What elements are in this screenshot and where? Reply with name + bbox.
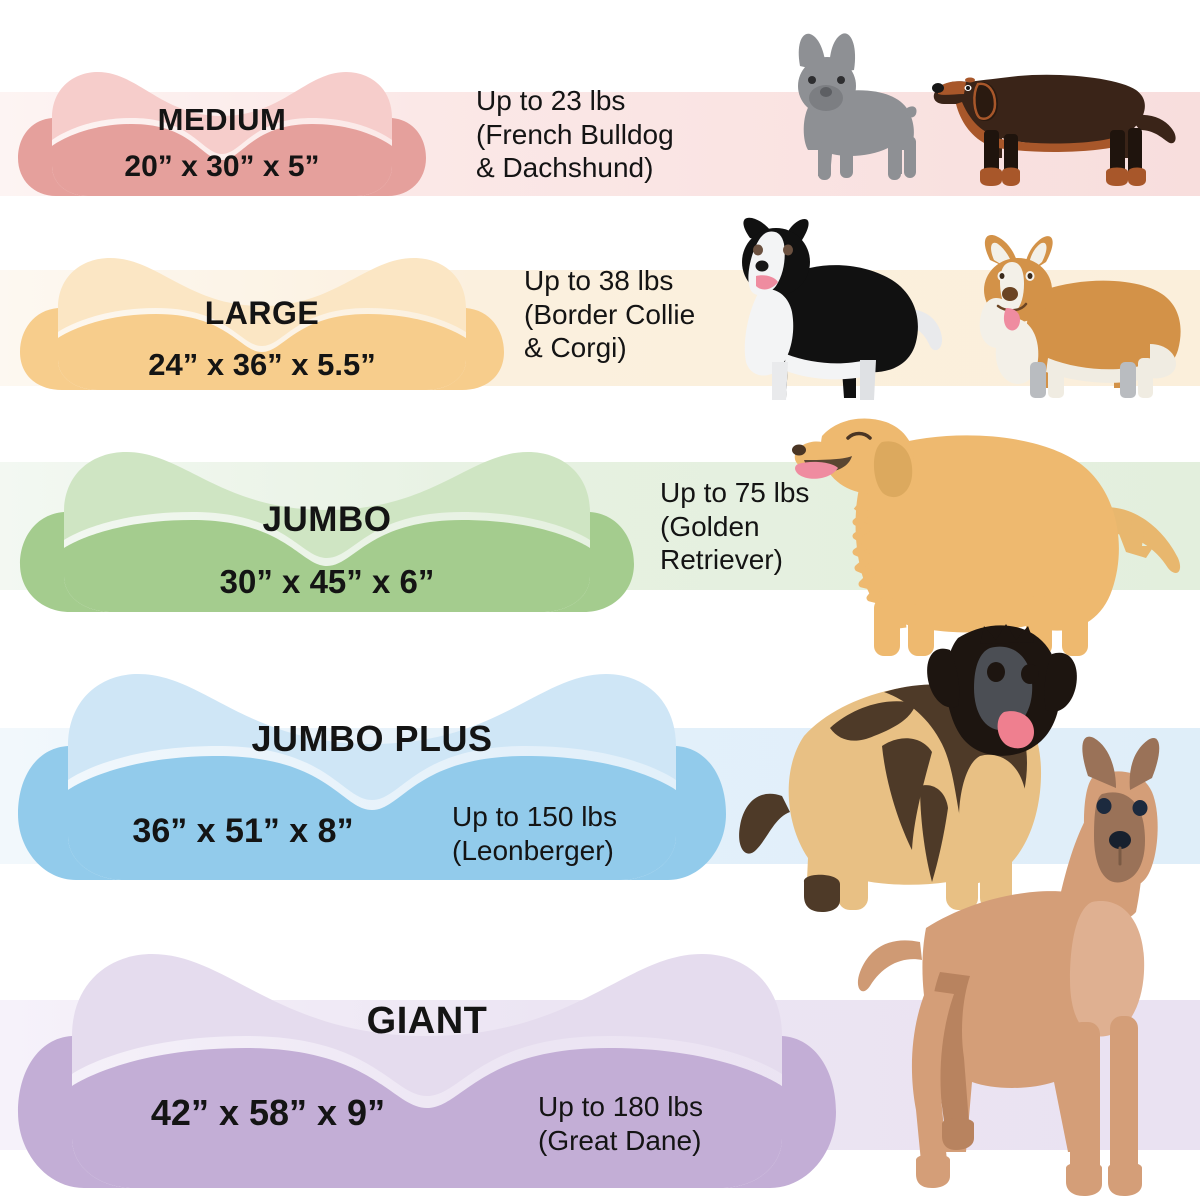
bed-dimensions-giant: 42” x 58” x 9” [150,1092,386,1133]
caption-jumbo: Up to 75 lbs (Golden Retriever) [660,477,810,576]
dog-leonberger [734,596,1098,920]
bed-dimensions-large: 24” x 36” x 5.5” [148,347,376,382]
bed-shape-jumbo [20,452,634,612]
caption-giant: Up to 180 lbs (Great Dane) [538,1091,703,1156]
dog-corgi [962,232,1192,404]
caption-medium: Up to 23 lbs (French Bulldog & Dachshund… [476,85,674,184]
bed-giant[interactable] [12,940,842,1198]
dog-golden-retriever [786,398,1186,678]
bed-shape-jumbo-plus [18,674,726,880]
bed-jumbo[interactable] [12,440,642,618]
caption-large: Up to 38 lbs (Border Collie & Corgi) [524,265,696,364]
bed-shape-medium [18,72,426,196]
bed-dimensions-jumbo-plus: 36” x 51” x 8” [132,812,354,850]
bed-name-large: LARGE [204,295,320,331]
dog-great-dane [854,732,1184,1198]
dog-dachshund [922,54,1194,196]
caption-jumbo-plus: Up to 150 lbs (Leonberger) [452,801,617,866]
bed-name-medium: MEDIUM [157,102,287,137]
bed-dimensions-jumbo: 30” x 45” x 6” [219,563,435,600]
dog-french-bulldog [776,24,936,196]
bed-jumbo-plus[interactable] [12,660,732,892]
bed-name-jumbo-plus: JUMBO PLUS [251,718,493,759]
bed-shape-large [20,258,504,390]
bed-name-jumbo: JUMBO [262,500,392,539]
bed-shape-giant [18,954,836,1188]
dog-border-collie [716,214,954,410]
bed-medium[interactable] [12,62,432,202]
bed-dimensions-medium: 20” x 30” x 5” [124,150,320,183]
bed-name-giant: GIANT [366,1000,488,1042]
bed-large[interactable] [12,248,512,396]
